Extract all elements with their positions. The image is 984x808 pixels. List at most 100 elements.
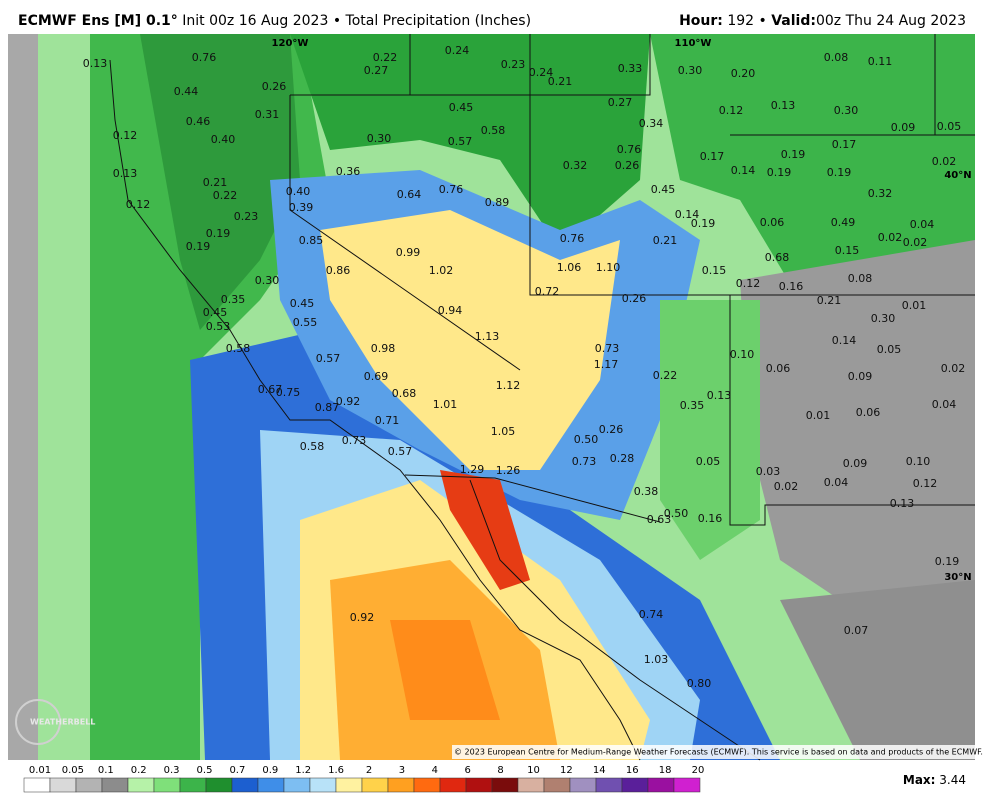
point-value: 0.58 [300, 440, 325, 453]
point-value: 0.05 [696, 455, 721, 468]
point-value: 0.04 [910, 218, 935, 231]
point-value: 0.21 [653, 234, 678, 247]
colorbar-label: 0.2 [131, 765, 147, 776]
point-value: 0.86 [326, 264, 351, 277]
point-value: 0.39 [289, 201, 314, 214]
point-value: 1.06 [557, 261, 582, 274]
point-value: 0.07 [844, 624, 869, 637]
point-value: 0.50 [574, 433, 599, 446]
point-value: 0.45 [290, 297, 315, 310]
point-value: 1.12 [496, 379, 521, 392]
point-value: 0.14 [675, 208, 700, 221]
point-value: 0.69 [364, 370, 389, 383]
point-value: 0.21 [203, 176, 228, 189]
colorbar-swatch [75, 777, 103, 793]
point-value: 0.32 [563, 159, 588, 172]
point-value: 0.06 [766, 362, 791, 375]
point-value: 0.30 [367, 132, 392, 145]
point-value: 1.17 [594, 358, 619, 371]
point-value: 0.45 [203, 306, 228, 319]
logo: WEATHERBELL [30, 718, 95, 727]
point-value: 0.57 [316, 352, 341, 365]
colorbar-swatch [621, 777, 649, 793]
colorbar-swatch [309, 777, 337, 793]
point-value: 0.30 [255, 274, 280, 287]
colorbar-label: 0.5 [197, 765, 213, 776]
point-value: 0.09 [891, 121, 916, 134]
colorbar-label: 4 [432, 765, 438, 776]
point-value: 0.49 [831, 216, 856, 229]
colorbar-label: 16 [626, 765, 639, 776]
point-value: 0.55 [293, 316, 318, 329]
point-value: 0.68 [392, 387, 417, 400]
point-value: 1.13 [475, 330, 500, 343]
max-value: 3.44 [939, 773, 966, 787]
colorbar-swatch [543, 777, 571, 793]
point-value: 0.14 [832, 334, 857, 347]
point-value: 0.76 [560, 232, 585, 245]
valid-label: Valid: [771, 13, 816, 29]
copyright: © 2023 European Centre for Medium-Range … [454, 748, 983, 757]
point-value: 0.16 [779, 280, 804, 293]
point-value: 0.94 [438, 304, 463, 317]
point-value: 1.10 [596, 261, 621, 274]
point-value: 0.10 [730, 348, 755, 361]
point-value: 0.22 [213, 189, 238, 202]
point-value: 0.04 [932, 398, 957, 411]
point-value: 0.17 [832, 138, 857, 151]
point-value: 0.01 [806, 409, 831, 422]
point-value: 0.19 [767, 166, 792, 179]
colorbar-label: 1.2 [295, 765, 311, 776]
point-value: 0.57 [388, 445, 413, 458]
point-value: 0.23 [501, 58, 526, 71]
init: Init 00z 16 Aug 2023 • Total Precipitati… [182, 13, 531, 29]
point-value: 0.72 [535, 285, 560, 298]
colorbar-swatch [387, 777, 415, 793]
point-value: 0.27 [608, 96, 633, 109]
point-value: 0.12 [736, 277, 761, 290]
point-value: 0.74 [639, 608, 664, 621]
point-value: 0.44 [174, 85, 199, 98]
colorbar-swatch [595, 777, 623, 793]
point-value: 0.92 [336, 395, 361, 408]
point-value: 0.71 [375, 414, 400, 427]
point-value: 0.20 [731, 67, 756, 80]
colorbar-swatch [335, 777, 363, 793]
colorbar-swatch [127, 777, 155, 793]
point-value: 0.76 [192, 51, 217, 64]
colorbar-label: 18 [659, 765, 672, 776]
point-value: 0.38 [634, 485, 659, 498]
point-value: 0.19 [206, 227, 231, 240]
colorbar-label: 0.05 [62, 765, 84, 776]
point-value: 0.15 [702, 264, 727, 277]
point-value: 0.53 [206, 320, 231, 333]
point-value: 0.19 [827, 166, 852, 179]
hour-label: Hour: [679, 13, 723, 29]
point-value: 1.05 [491, 425, 516, 438]
point-value: 1.03 [644, 653, 669, 666]
point-value: 0.12 [719, 104, 744, 117]
valid-info: Hour: 192 • Valid:00z Thu 24 Aug 2023 [679, 13, 966, 29]
point-value: 0.46 [186, 115, 211, 128]
point-value: 0.11 [868, 55, 893, 68]
colorbar-swatch [283, 777, 311, 793]
point-value: 0.31 [255, 108, 280, 121]
point-value: 0.30 [871, 312, 896, 325]
point-value: 0.03 [756, 465, 781, 478]
point-value: 1.26 [496, 464, 521, 477]
point-value: 0.26 [599, 423, 624, 436]
point-value: 0.26 [615, 159, 640, 172]
point-value: 0.99 [396, 246, 421, 259]
colorbar-swatch [413, 777, 441, 793]
colorbar-swatch [465, 777, 493, 793]
colorbar-swatch [101, 777, 129, 793]
point-value: 0.19 [781, 148, 806, 161]
colorbar-label: 0.9 [262, 765, 278, 776]
colorbar-swatch [491, 777, 519, 793]
point-value: 0.08 [824, 51, 849, 64]
point-value: 0.06 [856, 406, 881, 419]
point-value: 0.40 [286, 185, 311, 198]
colorbar-label: 0.1 [98, 765, 114, 776]
colorbar: 0.01 0.05 0.1 0.2 0.3 0.5 0.7 0.9 1.2 1.6 2 3 4 6 8 10 1… [23, 765, 704, 793]
